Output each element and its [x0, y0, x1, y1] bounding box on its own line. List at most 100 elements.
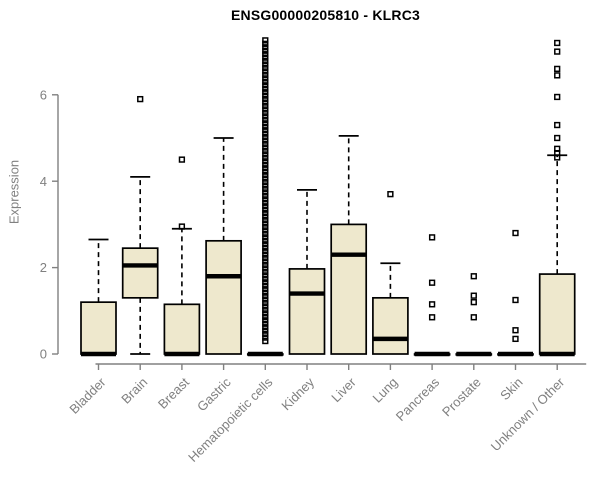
- outlier-point: [262, 317, 269, 324]
- x-category-label: Breast: [155, 374, 192, 411]
- outlier-point: [262, 154, 269, 162]
- outlier-point: [262, 327, 269, 334]
- outlier-point: [178, 223, 186, 230]
- outlier-point: [262, 289, 269, 296]
- outlier-point: [262, 192, 269, 200]
- outlier-point: [262, 44, 269, 51]
- outlier-point: [262, 78, 269, 85]
- outlier-point: [262, 292, 269, 300]
- chart-title: ENSG00000205810 - KLRC3: [230, 7, 421, 23]
- outlier-point: [262, 127, 269, 134]
- box-rect: [205, 239, 242, 355]
- outlier-point: [554, 134, 561, 142]
- outlier-point: [262, 213, 269, 220]
- outlier-point: [262, 113, 269, 120]
- outlier-point: [262, 178, 269, 186]
- outlier-point: [262, 210, 269, 217]
- outlier-point: [262, 37, 269, 44]
- outlier-point: [262, 147, 269, 155]
- outlier-point: [262, 296, 269, 303]
- outlier-point: [262, 203, 269, 210]
- outlier-point: [262, 116, 269, 124]
- outlier-point: [470, 314, 477, 321]
- x-category-label: Liver: [328, 374, 359, 405]
- outlier-point: [262, 95, 269, 103]
- outlier-point: [262, 123, 269, 130]
- outlier-point: [262, 272, 269, 279]
- outlier-point: [262, 140, 269, 148]
- outlier-point: [262, 57, 269, 65]
- outlier-point: [554, 48, 561, 55]
- outlier-point: [262, 268, 269, 276]
- outlier-point: [262, 40, 269, 47]
- outlier-point: [512, 327, 519, 334]
- outlier-point: [262, 220, 269, 227]
- outlier-point: [262, 279, 269, 286]
- outlier-point: [554, 72, 561, 79]
- outlier-point: [262, 133, 269, 141]
- outlier-point: [262, 306, 269, 314]
- outlier-point: [262, 168, 269, 175]
- outlier-point: [262, 151, 269, 158]
- outlier-point: [262, 234, 269, 241]
- outlier-point: [262, 261, 269, 269]
- outlier-point: [262, 109, 269, 117]
- box-rect: [80, 301, 117, 355]
- outlier-point: [262, 144, 269, 151]
- outlier-point: [262, 313, 269, 320]
- x-category-label: Pancreas: [393, 374, 443, 424]
- outlier-point: [262, 199, 269, 206]
- outlier-point: [262, 310, 269, 317]
- outlier-point: [428, 314, 436, 321]
- x-category-label: Lung: [369, 375, 400, 406]
- outlier-point: [512, 229, 519, 237]
- outlier-point: [262, 182, 269, 189]
- outlier-point: [262, 47, 269, 54]
- outlier-point: [262, 254, 269, 262]
- y-tick-label: 0: [40, 347, 47, 362]
- outlier-point: [262, 275, 269, 282]
- outlier-point: [262, 130, 269, 137]
- outlier-point: [262, 227, 269, 234]
- outlier-point: [428, 279, 436, 286]
- outlier-point: [262, 241, 269, 248]
- outlier-point: [137, 95, 144, 103]
- outlier-point: [262, 237, 269, 244]
- outlier-point: [262, 230, 269, 238]
- outlier-point: [262, 165, 269, 172]
- x-category-label: Bladder: [66, 374, 109, 417]
- outlier-point: [512, 296, 519, 304]
- outlier-point: [554, 93, 561, 101]
- box-rect: [372, 296, 409, 355]
- outlier-point: [470, 299, 477, 306]
- outlier-point: [554, 145, 561, 152]
- x-category-label: Gastric: [194, 374, 234, 414]
- outlier-point: [262, 206, 269, 213]
- box-rect: [330, 223, 368, 355]
- box-rect: [163, 303, 201, 355]
- outlier-point: [262, 61, 269, 68]
- outlier-point: [262, 251, 269, 258]
- outlier-point: [262, 158, 269, 165]
- outlier-point: [262, 337, 269, 345]
- y-tick-label: 4: [40, 174, 47, 189]
- x-category-label: Unknown / Other: [488, 374, 568, 454]
- outlier-point: [262, 99, 269, 106]
- outlier-point: [262, 75, 269, 82]
- outlier-point: [262, 102, 269, 110]
- outlier-point: [262, 299, 269, 307]
- x-category-label: Kidney: [278, 374, 317, 413]
- outlier-point: [554, 121, 561, 129]
- outlier-point: [262, 334, 269, 341]
- outlier-point: [178, 156, 186, 163]
- outlier-point: [512, 335, 519, 343]
- outlier-point: [262, 244, 269, 251]
- outlier-point: [262, 92, 269, 99]
- outlier-point: [262, 64, 269, 72]
- outlier-point: [262, 286, 269, 293]
- outlier-point: [262, 51, 269, 58]
- outlier-point: [262, 258, 269, 265]
- outlier-point: [428, 234, 436, 241]
